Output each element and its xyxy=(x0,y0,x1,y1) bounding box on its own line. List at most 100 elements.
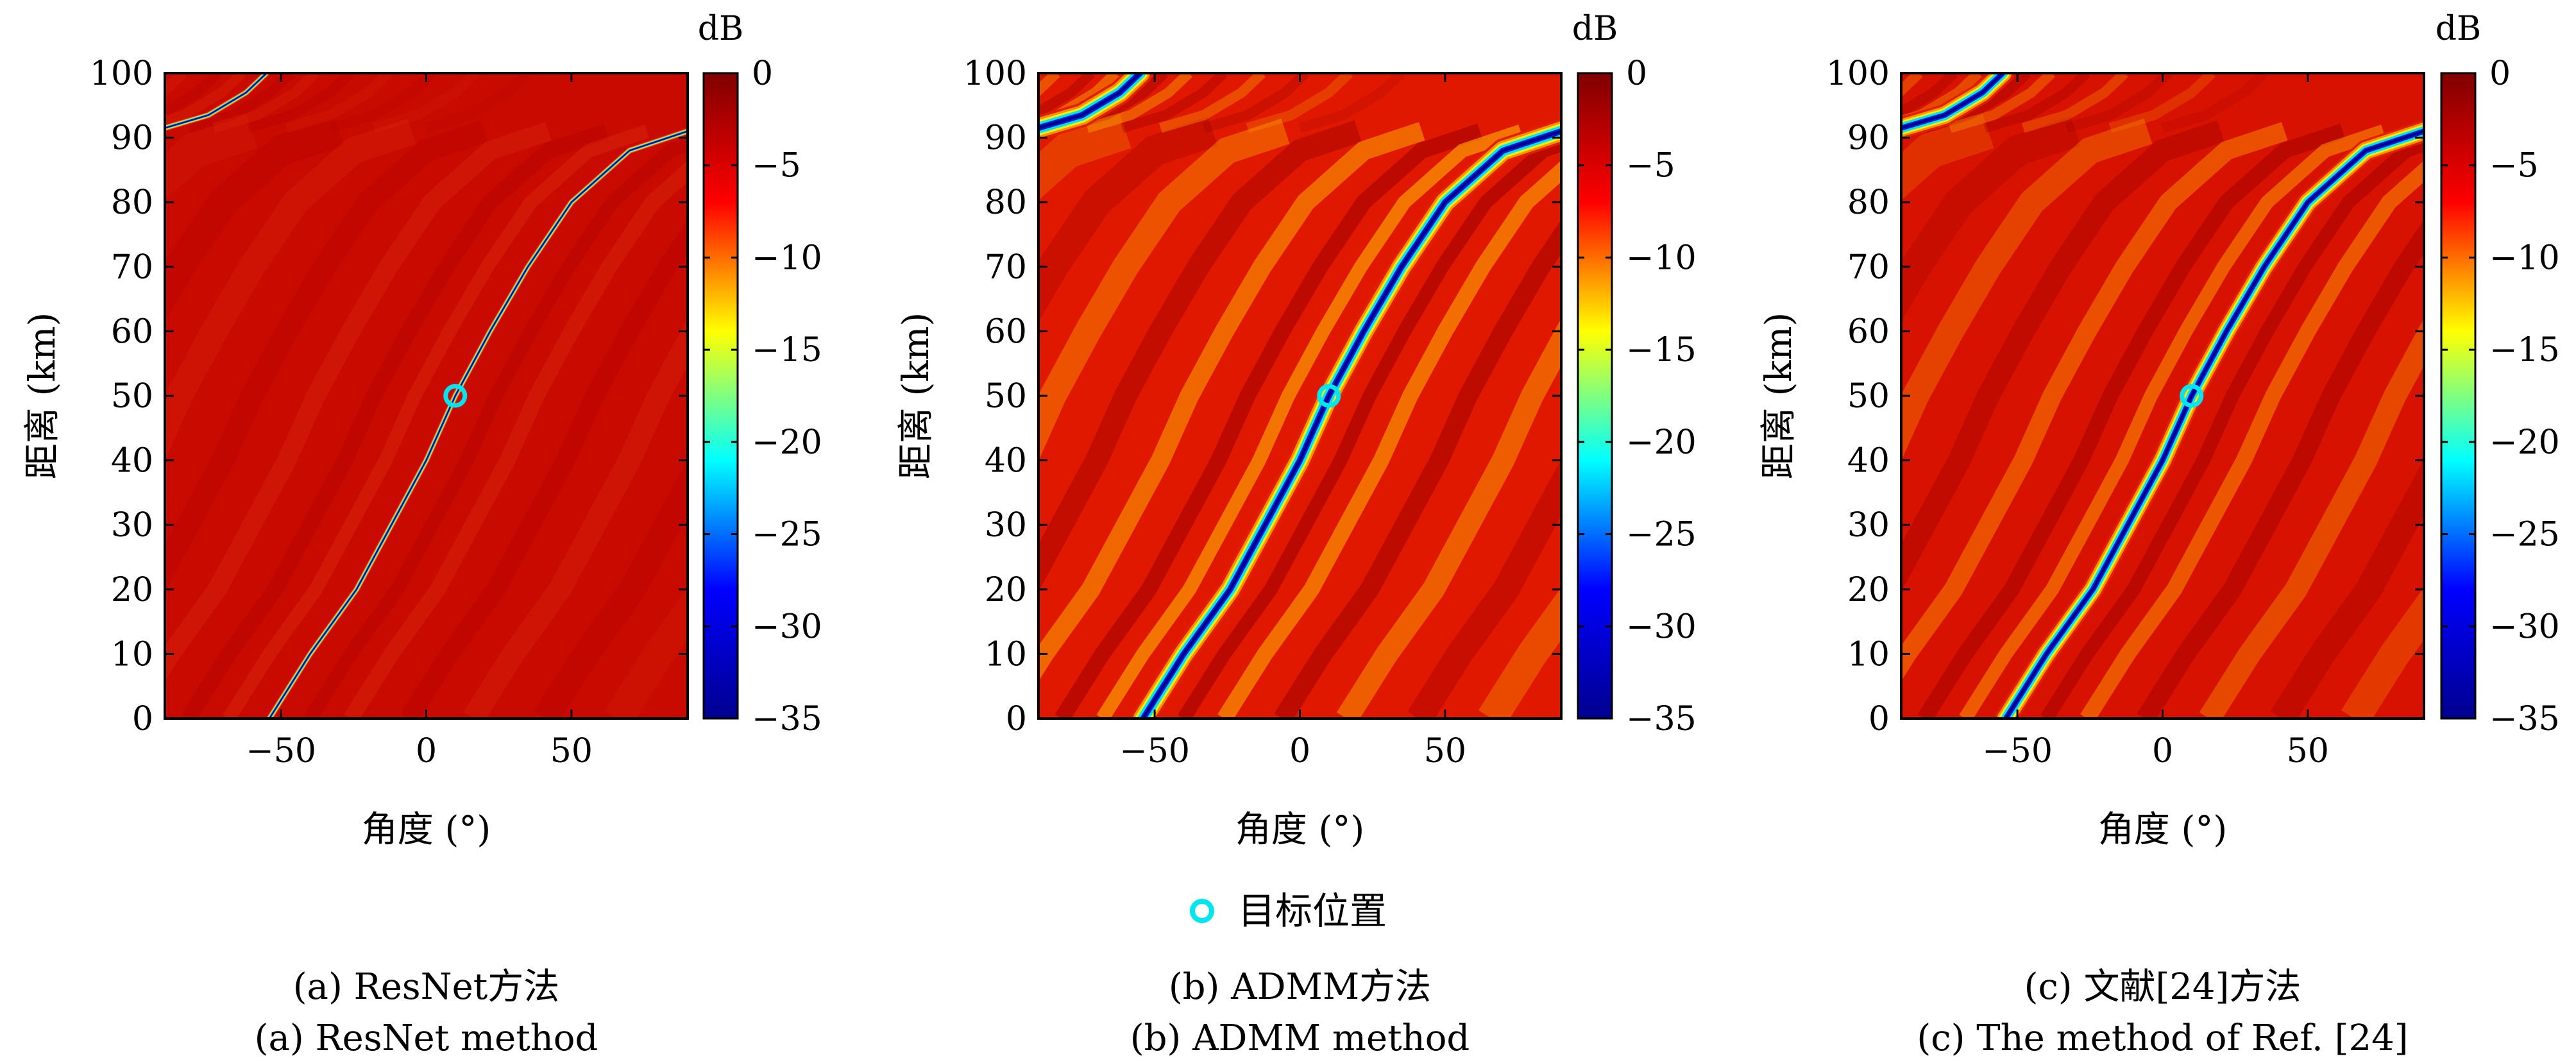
colorbar-tick-label: −25 xyxy=(752,516,822,554)
caption-cn: (c) 文献[24]方法 xyxy=(2024,966,2301,1008)
y-axis-label: 距离 (km) xyxy=(22,312,64,480)
x-tick-label: 0 xyxy=(1289,732,1310,770)
y-tick-label: 70 xyxy=(985,248,1027,287)
sidelobe-stripe xyxy=(223,124,650,719)
sidelobe-stripe-upper xyxy=(1736,73,1838,128)
target-marker xyxy=(2180,384,2204,408)
sidelobe-stripe-upper xyxy=(1038,73,1119,126)
x-tick-label: 0 xyxy=(2152,732,2173,770)
colorbar-tick-label: −10 xyxy=(752,239,822,277)
sidelobe-stripe-upper xyxy=(1901,73,1923,98)
y-tick-label: 10 xyxy=(111,635,153,674)
sidelobe-stripe-upper xyxy=(1298,73,1405,133)
colorbar-tick-label: −10 xyxy=(1626,239,1697,277)
sidelobe-stripe-upper xyxy=(1121,73,1228,133)
y-tick-label: 50 xyxy=(985,377,1027,416)
sidelobe-stripe-upper xyxy=(212,73,319,133)
colorbar-tick-label: −5 xyxy=(1626,147,1675,185)
colorbar-tick-label: −35 xyxy=(752,700,822,738)
sidelobe-stripe-upper xyxy=(2021,73,2129,133)
sidelobe-stripe-upper xyxy=(1246,73,1353,133)
sidelobe-stripe-upper xyxy=(1983,73,2090,133)
sidelobe-stripe xyxy=(1038,118,1290,461)
sidelobe-stripe-upper xyxy=(829,73,931,128)
colorbar-tick-label: −10 xyxy=(2489,239,2560,277)
sidelobe-stripe xyxy=(165,122,552,681)
sidelobe-stripe-upper xyxy=(1948,73,2056,133)
sidelobe-stripe-upper xyxy=(1692,73,1794,128)
legend: 目标位置 xyxy=(1190,889,1387,933)
null-curve xyxy=(269,130,688,719)
heatmap-a xyxy=(0,73,688,719)
colorbar-tick-label: −5 xyxy=(752,147,801,185)
colorbar-tick-label: −25 xyxy=(2489,516,2560,554)
colorbar-tick-label: −20 xyxy=(1626,423,1697,462)
y-tick-label: 10 xyxy=(985,635,1027,674)
heatmap-c xyxy=(1640,73,2424,719)
sidelobe-stripe-upper xyxy=(165,73,246,126)
sidelobe-stripe xyxy=(165,116,344,323)
colorbar-tick-label: −15 xyxy=(1626,331,1697,370)
sidelobe-stripe xyxy=(2137,219,2424,719)
sidelobe-stripe xyxy=(400,219,688,719)
colorbar-tick-label: −20 xyxy=(752,423,822,462)
caption-cn: (b) ADMM方法 xyxy=(1169,966,1431,1008)
sidelobe-stripe xyxy=(1901,120,2224,592)
sidelobe-stripe xyxy=(2199,318,2424,719)
sidelobe-stripe-upper xyxy=(187,73,295,133)
null-curve-upper xyxy=(1901,73,2004,130)
sidelobe-stripe xyxy=(181,123,609,719)
sidelobe-stripe-upper xyxy=(0,73,101,128)
colorbar-tick-label: 0 xyxy=(752,55,773,93)
y-tick-label: 90 xyxy=(111,119,153,158)
y-tick-label: 70 xyxy=(111,248,153,287)
y-tick-label: 40 xyxy=(111,442,153,480)
sidelobe-stripe-upper xyxy=(2065,73,2173,133)
sidelobe-stripe-upper xyxy=(2108,73,2216,133)
sidelobe-stripe xyxy=(2080,160,2424,719)
y-tick-label: 20 xyxy=(111,571,153,609)
y-tick-label: 40 xyxy=(985,442,1027,480)
colorbar-unit-label: dB xyxy=(1572,10,1618,48)
sidelobe-stripe-upper xyxy=(0,73,5,128)
sidelobe-stripe xyxy=(1407,459,1561,719)
sidelobe-stripe xyxy=(1217,160,1561,719)
y-tick-label: 100 xyxy=(90,55,153,93)
y-tick-label: 60 xyxy=(1847,312,1890,351)
y-tick-label: 90 xyxy=(1847,119,1890,158)
sidelobe-stripe-upper xyxy=(1085,73,1193,133)
caption-en: (c) The method of Ref. [24] xyxy=(1917,1017,2408,1059)
y-tick-label: 0 xyxy=(132,700,153,738)
sidelobe-stripe-upper xyxy=(1038,73,1095,118)
y-tick-label: 10 xyxy=(1847,635,1890,674)
sidelobe-stripe xyxy=(1038,120,1362,592)
colorbar-tick-label: −20 xyxy=(2489,423,2560,462)
x-tick-label: −50 xyxy=(1982,732,2053,770)
y-tick-label: 70 xyxy=(1847,248,1890,287)
y-axis-label: 距离 (km) xyxy=(1758,312,1800,480)
colorbar xyxy=(1577,72,1613,720)
y-tick-label: 80 xyxy=(1847,183,1890,222)
sidelobe-stripe xyxy=(1901,122,2288,681)
y-tick-label: 30 xyxy=(1847,506,1890,545)
caption-en: (b) ADMM method xyxy=(1130,1017,1470,1059)
y-axis-label: 距离 (km) xyxy=(895,312,937,480)
x-tick-label: 50 xyxy=(1424,732,1466,770)
sidelobe-stripe-upper xyxy=(1640,73,1742,128)
x-axis-label: 角度 (°) xyxy=(2098,809,2228,851)
y-tick-label: 20 xyxy=(1847,571,1890,609)
heatmap-background xyxy=(165,73,688,719)
sidelobe-stripe xyxy=(165,118,416,461)
x-tick-label: 50 xyxy=(550,732,593,770)
y-tick-label: 80 xyxy=(985,183,1027,222)
target-marker xyxy=(443,384,468,408)
sidelobe-stripe xyxy=(1917,123,2346,719)
colorbar-tick-label: 0 xyxy=(2489,55,2511,93)
sidelobe-stripe-upper xyxy=(1202,73,1310,133)
colorbar-tick-label: −30 xyxy=(1626,608,1697,646)
null-curve-upper xyxy=(165,73,267,129)
sidelobe-stripe xyxy=(462,318,688,719)
